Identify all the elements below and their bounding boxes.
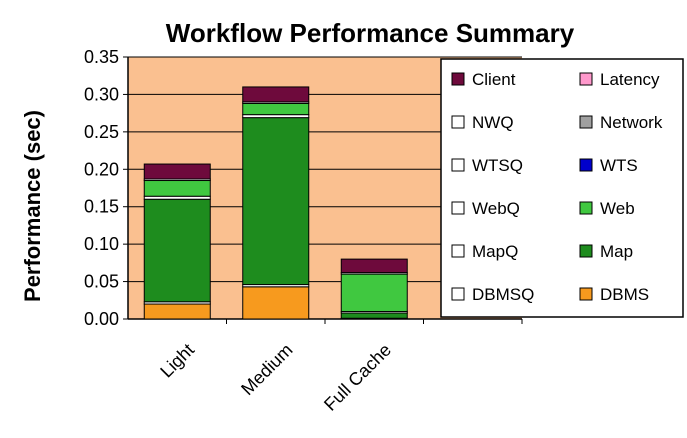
y-tick-label: 0.15 — [84, 197, 119, 217]
bar-segment-map — [143, 198, 211, 303]
bar-segment-dbms — [143, 303, 211, 320]
legend-swatch — [579, 287, 593, 301]
legend-label: WTSQ — [472, 156, 523, 175]
y-tick-label: 0.30 — [84, 84, 119, 104]
legend-swatch — [451, 72, 465, 86]
legend-label: WTS — [600, 156, 638, 175]
y-tick-label: 0.05 — [84, 272, 119, 292]
legend-swatch — [451, 158, 465, 172]
legend-label: Map — [600, 242, 633, 261]
legend-swatch — [579, 244, 593, 258]
legend-label: Client — [472, 70, 516, 89]
bar-segment-map — [242, 117, 310, 286]
legend-swatch — [451, 115, 465, 129]
bar-segment-client — [242, 86, 310, 103]
legend-box — [440, 58, 684, 318]
bar-segment-web — [143, 180, 211, 197]
legend-swatch — [579, 158, 593, 172]
legend-label: Network — [600, 113, 663, 132]
legend-label: DBMS — [600, 285, 649, 304]
y-axis-label: Performance (sec) — [20, 110, 45, 302]
x-tick-label: Full Cache — [320, 340, 395, 415]
y-tick-label: 0.35 — [84, 47, 119, 67]
legend-swatch — [451, 201, 465, 215]
y-tick-label: 0.20 — [84, 159, 119, 179]
bar-segment-map — [340, 312, 408, 319]
legend-label: Web — [600, 199, 635, 218]
legend-swatch — [451, 244, 465, 258]
legend-swatch — [451, 287, 465, 301]
bar-segment-dbms — [242, 286, 310, 320]
legend-label: WebQ — [472, 199, 520, 218]
legend-label: DBMSQ — [472, 285, 534, 304]
bar-segment-web — [242, 102, 310, 116]
chart-title: Workflow Performance Summary — [166, 18, 575, 48]
legend-swatch — [579, 201, 593, 215]
legend-label: NWQ — [472, 113, 514, 132]
legend-swatch — [579, 115, 593, 129]
x-tick-label: Medium — [237, 340, 296, 399]
legend: Client Latency NWQ Network WTSQ WTS WebQ Web Map… — [440, 58, 684, 318]
y-tick-label: 0.10 — [84, 234, 119, 254]
legend-label: Latency — [600, 70, 660, 89]
y-tick-label: 0.00 — [84, 309, 119, 329]
bar-segment-web — [340, 273, 408, 313]
x-tick-label: Light — [156, 340, 198, 382]
bar-segment-client — [143, 163, 211, 180]
y-tick-label: 0.25 — [84, 122, 119, 142]
bar-segment-client — [340, 258, 408, 274]
legend-swatch — [579, 72, 593, 86]
legend-label: MapQ — [472, 242, 518, 261]
